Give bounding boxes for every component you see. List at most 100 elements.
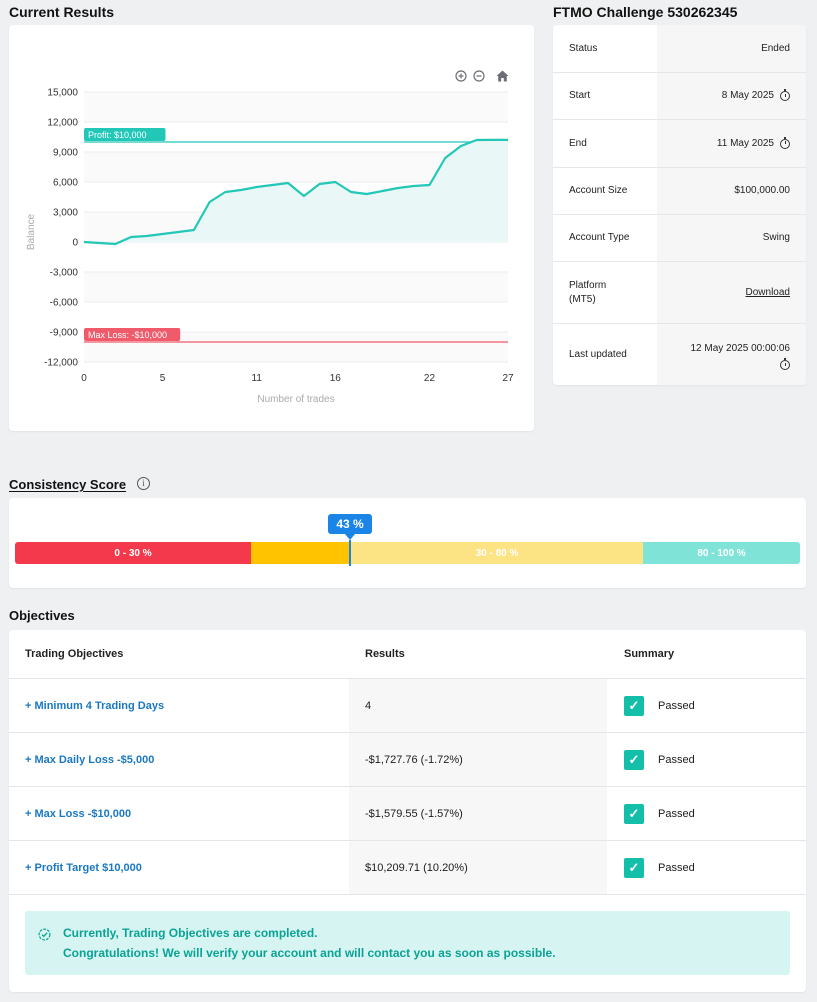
info-value: 12 May 2025 00:00:06 — [657, 324, 806, 385]
summary-status: Passed — [658, 699, 695, 712]
x-tick-label: 22 — [424, 373, 436, 384]
y-tick-label: 12,000 — [47, 118, 78, 129]
segment-0-30: 0 - 30 % — [15, 542, 251, 564]
info-row-end: End 11 May 2025 — [553, 120, 806, 168]
segment-80-100: 80 - 100 % — [643, 542, 800, 564]
x-tick-label: 11 — [252, 373, 263, 384]
info-value-text: 12 May 2025 00:00:06 — [690, 343, 790, 354]
download-link[interactable]: Download — [745, 286, 790, 298]
y-tick-label: 0 — [72, 238, 78, 249]
info-label: Last updated — [553, 324, 657, 385]
current-results-title: Current Results — [9, 4, 115, 20]
marker-line — [349, 540, 351, 566]
summary-cell: ✓ Passed — [624, 841, 695, 894]
checkmark-icon: ✓ — [624, 857, 644, 878]
grid-band — [84, 92, 508, 122]
info-value-text: Swing — [762, 232, 790, 243]
x-tick-label: 5 — [160, 373, 166, 384]
y-tick-label: -3,000 — [50, 268, 79, 279]
results-cell-bg — [349, 733, 607, 786]
info-label: Platform (MT5) — [553, 262, 657, 323]
summary-status: Passed — [658, 807, 695, 820]
info-label: Status — [553, 25, 657, 72]
grid-band — [84, 272, 508, 302]
results-chart-card: 15,000 12,000 9,000 6,000 3,000 0 -3,000 -6,000… — [9, 25, 534, 431]
grid-band — [84, 242, 508, 272]
objective-row: + Max Loss -$10,000 -$1,579.55 (-1.57%) ✓ P… — [9, 787, 806, 841]
info-value: Download — [657, 262, 806, 323]
result-value: $10,209.71 (10.20%) — [365, 861, 468, 874]
info-row-last-updated: Last updated 12 May 2025 00:00:06 — [553, 324, 806, 385]
consistency-card: 0 - 30 % 30 - 80 % 80 - 100 % 43 % — [9, 498, 806, 588]
objective-cell: + Max Loss -$10,000 — [25, 787, 131, 840]
info-row-start: Start 8 May 2025 — [553, 73, 806, 120]
balance-area — [84, 139, 508, 244]
info-label: Account Size — [553, 168, 657, 214]
objective-row: + Max Daily Loss -$5,000 -$1,727.76 (-1.7… — [9, 733, 806, 787]
home-icon[interactable] — [496, 70, 509, 83]
objective-cell: + Profit Target $10,000 — [25, 841, 142, 894]
info-value: 8 May 2025 — [657, 73, 806, 119]
y-tick-label: 9,000 — [53, 148, 78, 159]
clock-icon — [780, 89, 790, 101]
objective-cell: + Max Daily Loss -$5,000 — [25, 733, 154, 786]
summary-cell: ✓ Passed — [624, 679, 695, 732]
summary-status: Passed — [658, 861, 695, 874]
info-row-platform-mt5: Platform (MT5) Download — [553, 262, 806, 324]
y-tick-label: 15,000 — [47, 88, 78, 99]
results-cell-bg — [349, 787, 607, 840]
balance-chart: 15,000 12,000 9,000 6,000 3,000 0 -3,000 -6,000… — [26, 88, 514, 406]
x-axis-title: Number of trades — [257, 394, 334, 405]
info-label: Start — [553, 73, 657, 119]
result-value: 4 — [365, 699, 372, 712]
success-line-2: Congratulations! We will verify your acc… — [63, 946, 556, 960]
grid-band — [84, 302, 508, 332]
column-header: Summary — [624, 648, 675, 660]
objectives-header-row: Trading Objectives Results Summary — [9, 630, 806, 679]
x-tick-label: 16 — [330, 373, 342, 384]
zoom-in-icon[interactable] — [454, 70, 467, 83]
info-label: End — [553, 120, 657, 167]
marker-pointer — [345, 534, 355, 540]
consistency-score-title[interactable]: Consistency Score — [9, 477, 127, 492]
info-row-account-size: Account Size $100,000.00 — [553, 168, 806, 215]
summary-status: Passed — [658, 753, 695, 766]
consistency-value-badge: 43 % — [328, 514, 372, 534]
y-tick-label: 3,000 — [53, 208, 78, 219]
summary-cell: ✓ Passed — [624, 733, 695, 786]
zoom-out-icon[interactable] — [472, 70, 485, 83]
max-loss-label: Max Loss: -$10,000 — [88, 330, 167, 340]
y-tick-label: 6,000 — [53, 178, 78, 189]
challenge-info-table: Status Ended Start 8 May 2025 End 11 May 2025… — [553, 25, 806, 385]
challenge-title: FTMO Challenge 530262345 — [553, 4, 738, 20]
y-tick-label: -12,000 — [44, 358, 78, 369]
info-row-status: Status Ended — [553, 25, 806, 73]
info-value-text: $100,000.00 — [734, 185, 790, 196]
y-axis-title: Balance — [26, 213, 37, 250]
clock-icon — [780, 358, 790, 370]
success-banner: Currently, Trading Objectives are comple… — [25, 911, 790, 975]
verified-check-icon — [38, 928, 51, 941]
max-loss-label-box — [84, 328, 181, 341]
info-icon[interactable]: i — [137, 477, 150, 490]
info-value-text: 8 May 2025 — [721, 90, 774, 101]
objective-expand-link[interactable]: + Max Daily Loss -$5,000 — [25, 753, 155, 766]
success-line-1: Currently, Trading Objectives are comple… — [63, 926, 318, 940]
info-row-account-type: Account Type Swing — [553, 215, 806, 262]
objective-expand-link[interactable]: + Profit Target $10,000 — [25, 861, 142, 874]
objective-expand-link[interactable]: + Max Loss -$10,000 — [25, 807, 132, 820]
objective-expand-link[interactable]: + Minimum 4 Trading Days — [25, 699, 165, 712]
y-tick-label: -6,000 — [50, 298, 79, 309]
x-tick-label: 27 — [502, 373, 514, 384]
info-value: Ended — [657, 25, 806, 72]
result-value: -$1,579.55 (-1.57%) — [365, 807, 463, 820]
info-value-text: Ended — [761, 42, 790, 54]
info-value: 11 May 2025 — [657, 120, 806, 167]
clock-icon — [780, 136, 790, 149]
results-cell-bg — [349, 679, 607, 732]
checkmark-icon: ✓ — [624, 803, 644, 824]
column-header: Results — [365, 648, 405, 660]
checkmark-icon: ✓ — [624, 749, 644, 770]
summary-cell: ✓ Passed — [624, 787, 695, 840]
profit-label: Profit: $10,000 — [88, 130, 147, 140]
